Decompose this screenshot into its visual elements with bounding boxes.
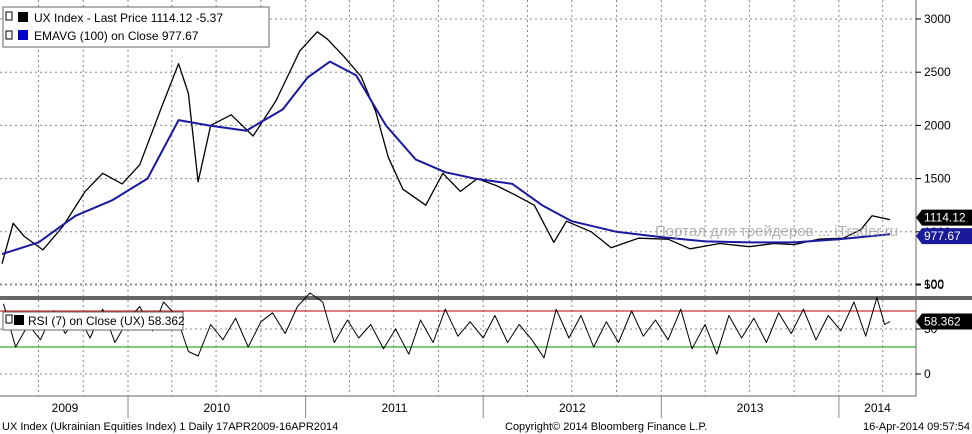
legend-toggle-icon[interactable] bbox=[5, 30, 13, 40]
legend-label-price: UX Index - Last Price 1114.12 -5.37 bbox=[34, 11, 223, 25]
legend-label-rsi: RSI (7) on Close (UX) 58.362 bbox=[28, 314, 185, 328]
x-tick-label: 2012 bbox=[559, 401, 586, 415]
price-y-tick-label: 500 bbox=[924, 278, 944, 292]
footer: UX Index (Ukrainian Equities Index) 1 Da… bbox=[2, 421, 970, 433]
price-panel: Портал для трейдеров ... iTrader.ru 5001… bbox=[0, 0, 972, 296]
x-tick-label: 2013 bbox=[737, 401, 764, 415]
badge-value: 977.67 bbox=[924, 229, 961, 243]
x-tick-label: 2009 bbox=[52, 401, 79, 415]
x-axis-band bbox=[0, 396, 916, 418]
price-y-tick-label: 2000 bbox=[924, 118, 951, 132]
rsi-last-value-badges: 58.362 bbox=[916, 313, 972, 330]
price-grid bbox=[0, 0, 917, 296]
rsi-last-value-badge: 58.362 bbox=[916, 313, 972, 330]
price-y-tick-label: 1500 bbox=[924, 172, 951, 186]
price-y-tick-label: 2500 bbox=[924, 65, 951, 79]
footer-left: UX Index (Ukrainian Equities Index) 1 Da… bbox=[2, 421, 338, 433]
badge-shape bbox=[916, 228, 972, 245]
rsi-legend-box bbox=[2, 311, 184, 331]
series-line-emavg bbox=[1, 60, 891, 256]
price-series-group bbox=[1, 31, 891, 264]
rsi-grid bbox=[0, 283, 917, 396]
badge-shape bbox=[916, 313, 972, 330]
rsi-panel: 050100 58.362 RSI (7) on Close (UX) 58.3… bbox=[0, 277, 972, 396]
price-y-tick-label: 3000 bbox=[924, 12, 951, 26]
legend-toggle-icon[interactable] bbox=[5, 11, 13, 21]
x-tick-label: 2010 bbox=[203, 401, 230, 415]
legend-swatch-ema bbox=[18, 30, 28, 40]
footer-timestamp: 16-Apr-2014 09:57:54 bbox=[863, 421, 970, 433]
legend-toggle-icon[interactable] bbox=[5, 314, 13, 324]
rsi-y-tick-label: 0 bbox=[924, 367, 931, 381]
price-plot-area bbox=[0, 0, 916, 296]
panel-separator[interactable] bbox=[0, 296, 972, 300]
watermark: Портал для трейдеров ... iTrader.ru bbox=[655, 223, 898, 240]
rsi-y-tick-label: 100 bbox=[924, 277, 944, 291]
x-tick-label: 2014 bbox=[864, 401, 891, 415]
legend-swatch-rsi bbox=[14, 315, 24, 325]
footer-copyright: Copyright© 2014 Bloomberg Finance L.P. bbox=[505, 421, 707, 433]
last-price-badge: 1114.12 bbox=[916, 209, 972, 226]
legend-label-ema: EMAVG (100) on Close 977.67 bbox=[34, 29, 199, 43]
badge-shape bbox=[916, 209, 972, 226]
rsi-legend: RSI (7) on Close (UX) 58.362 bbox=[2, 311, 185, 331]
emavg-badge: 977.67 bbox=[916, 228, 972, 245]
badge-value: 1114.12 bbox=[924, 211, 966, 225]
badge-value: 58.362 bbox=[924, 314, 961, 328]
x-axis: 2009 2010 2011 2012 2013 2014 bbox=[0, 395, 916, 418]
price-last-value-badges: 1114.12 977.67 bbox=[916, 209, 972, 245]
x-tick-label: 2011 bbox=[381, 401, 407, 415]
price-legend: UX Index - Last Price 1114.12 -5.37 EMAV… bbox=[2, 6, 270, 48]
price-y-axis: 50010001500200025003000 bbox=[916, 12, 951, 292]
x-axis-labels: 2009 2010 2011 2012 2013 2014 bbox=[52, 396, 891, 418]
series-line-ux-price bbox=[1, 31, 891, 264]
legend-swatch-price bbox=[18, 12, 28, 22]
legend-box bbox=[2, 6, 270, 48]
